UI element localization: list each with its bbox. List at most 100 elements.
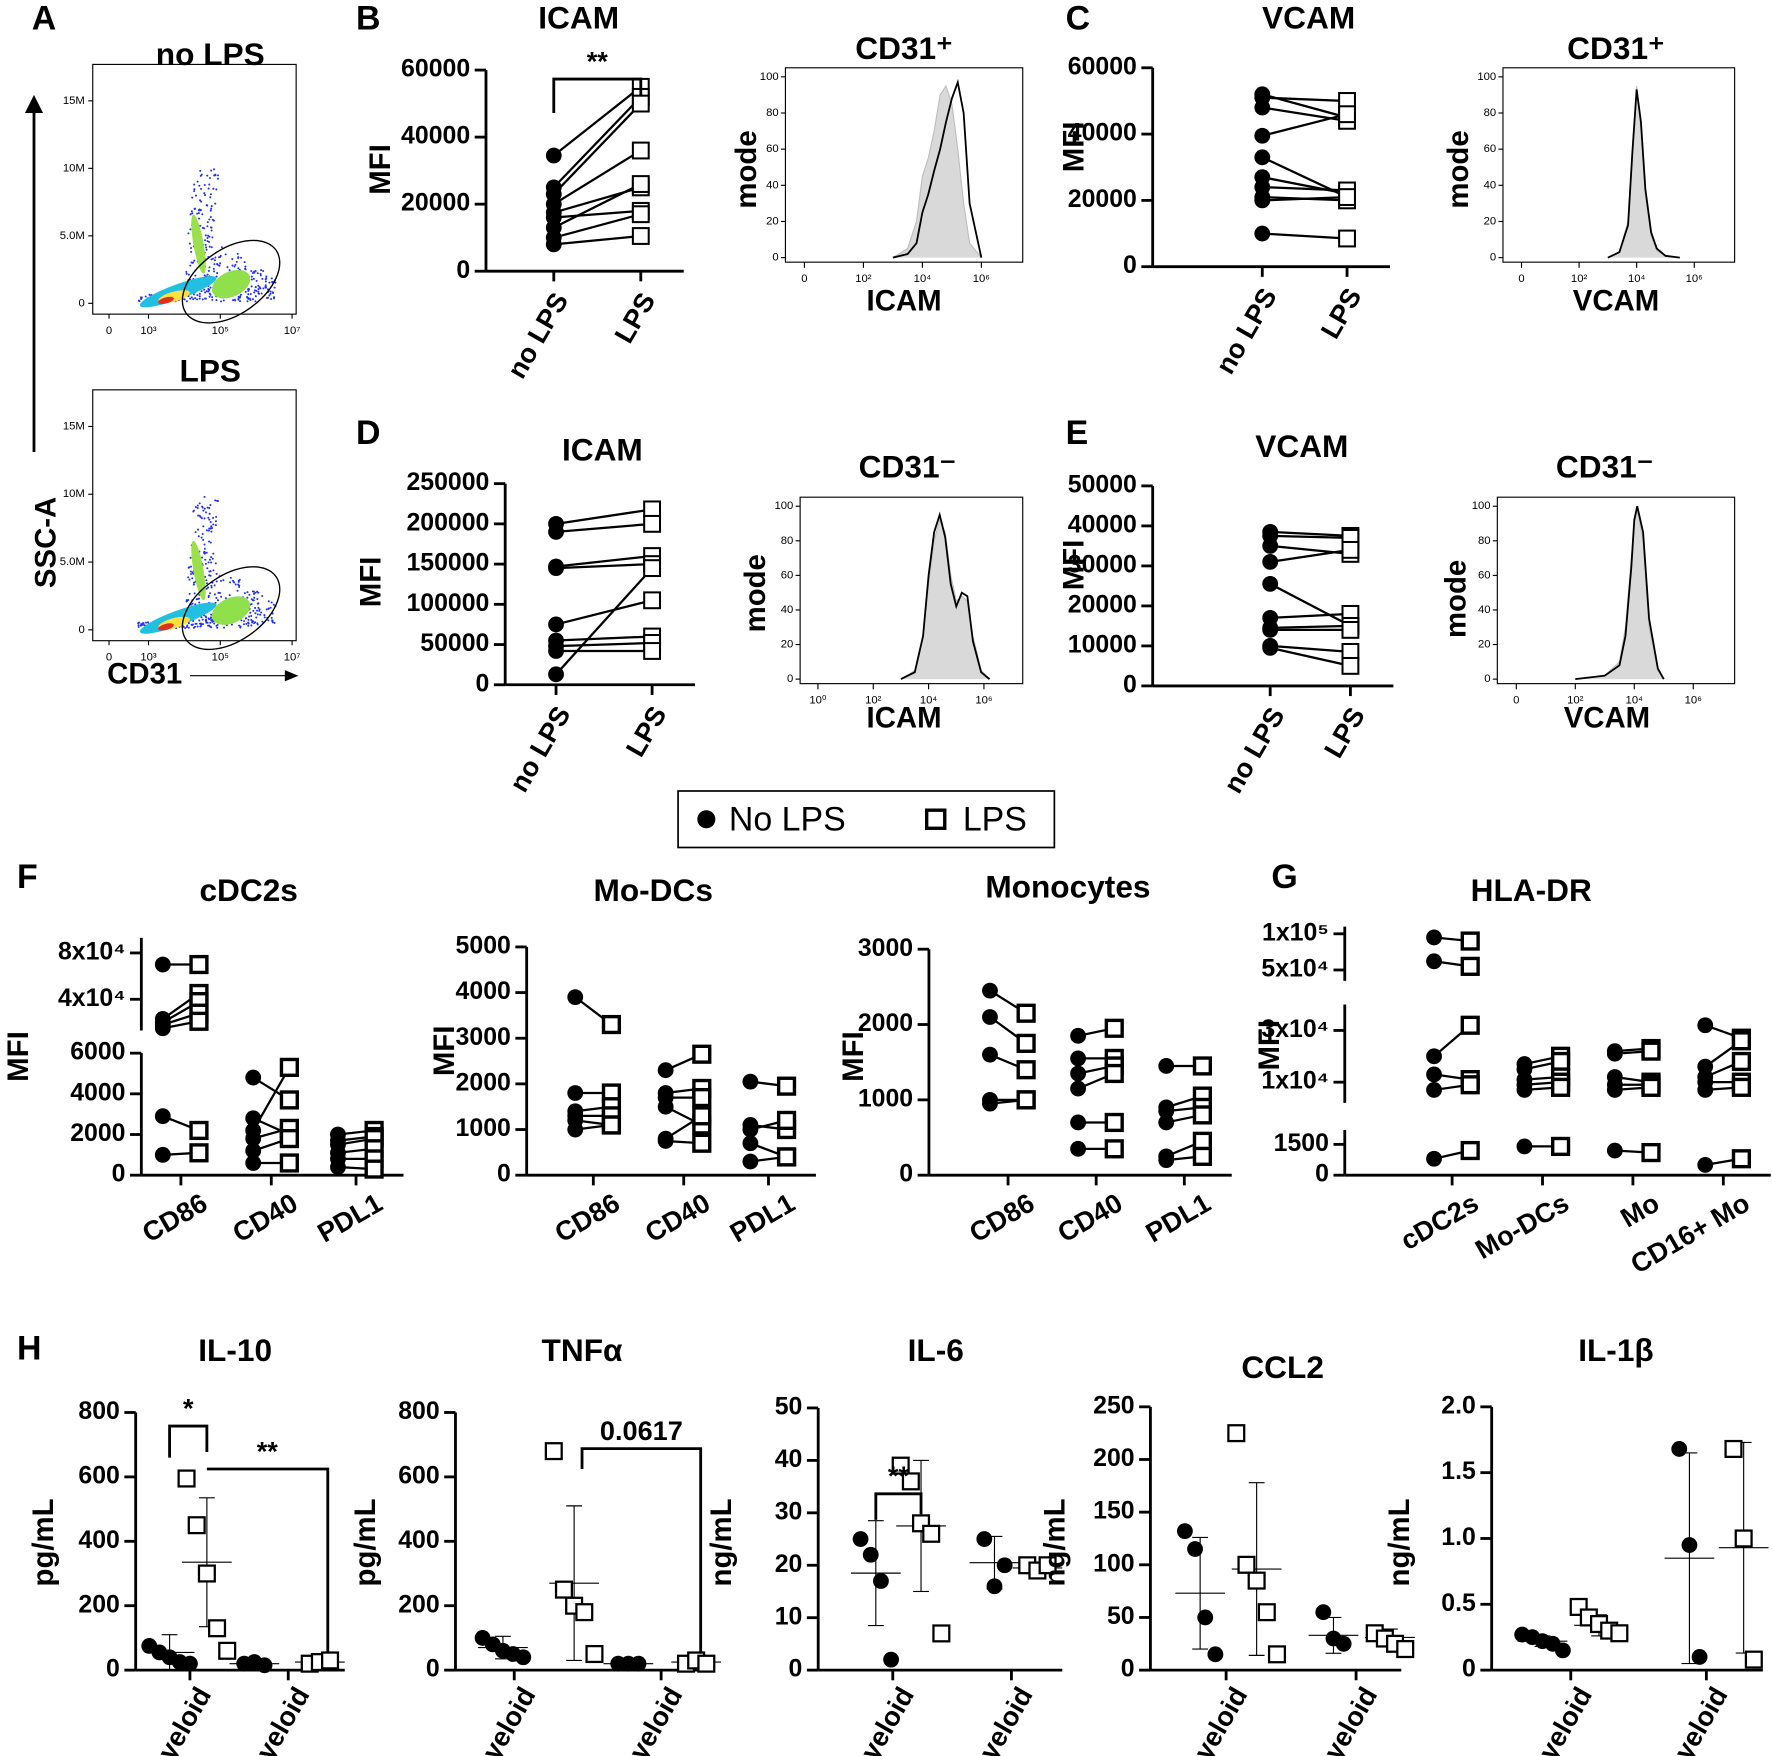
point-lps [544, 1442, 563, 1461]
density-dot [216, 174, 220, 177]
y-tick-label: 60000 [401, 56, 470, 83]
point-lps [189, 1120, 209, 1141]
y-tick-label: 40 [766, 179, 779, 191]
density-dot [192, 293, 195, 296]
point-lps [891, 1456, 910, 1475]
density-dot [250, 624, 253, 627]
density-dot [201, 556, 204, 559]
x-tick-label: LPS [619, 701, 672, 762]
point-no-lps [1426, 953, 1442, 970]
y-tick-label: 4x10⁴ [58, 985, 126, 1012]
x-tick-label: 10² [855, 273, 872, 285]
y-tick-label: 15M [63, 420, 85, 432]
density-dot [215, 275, 218, 278]
point-no-lps [982, 1009, 998, 1025]
density-dot [270, 277, 273, 280]
density-dot [271, 291, 274, 294]
y-axis-label: MFI [355, 557, 388, 608]
density-dot [250, 270, 253, 273]
density-dot [256, 590, 259, 593]
x-tick-label: 10⁶ [975, 695, 992, 707]
chart-title: TNFα [542, 1332, 623, 1368]
density-dot [208, 218, 211, 221]
density-dot [187, 626, 190, 629]
histogram-line [1575, 506, 1665, 681]
density-dot [238, 578, 241, 581]
density-dot [212, 523, 215, 526]
point-no-lps [1187, 1541, 1203, 1557]
panel-label: H [17, 1329, 41, 1367]
y-tick-label: 15M [63, 95, 85, 107]
y-axis-label: pg/mL [27, 1498, 60, 1586]
y-tick-label: 150 [1093, 1498, 1134, 1525]
point-lps [1247, 1571, 1266, 1590]
density-dot [232, 299, 235, 302]
density-dot [219, 262, 222, 265]
density-dot [263, 616, 266, 619]
density-dot [206, 221, 209, 224]
density-dot [245, 617, 248, 620]
density-dot [223, 626, 226, 629]
x-tick-label: no LPS [501, 287, 575, 383]
y-tick-label: 0 [1123, 671, 1137, 698]
x-tick-label: no myeloid [1285, 1682, 1383, 1756]
density-dot [190, 572, 193, 576]
density-dot [237, 297, 240, 300]
density-dot [269, 290, 272, 293]
y-tick-label: 60 [1478, 569, 1491, 581]
x-tick-label: 10² [1571, 273, 1588, 285]
point-lps [279, 1057, 299, 1077]
density-dot [252, 590, 255, 593]
density-dot [211, 257, 215, 260]
density-dot [271, 621, 274, 624]
y-tick-label: 20000 [1068, 186, 1137, 213]
x-tick-label: myeloid [1520, 1682, 1598, 1756]
x-tick-label: 10⁶ [973, 273, 990, 285]
y-tick-label: 1000 [456, 1115, 511, 1142]
y-tick-label: 20000 [1068, 591, 1137, 618]
point-no-lps [1315, 1604, 1332, 1621]
density-dot [208, 295, 211, 298]
point-no-lps [996, 1557, 1013, 1574]
y-tick-label: 50000 [1068, 471, 1137, 498]
density-dot [192, 619, 195, 623]
density-dot [204, 239, 207, 242]
point-lps [1341, 620, 1360, 639]
y-tick-label: 50 [1107, 1603, 1135, 1630]
point-no-lps [154, 1108, 171, 1125]
y-tick-label: 0 [1315, 1161, 1329, 1188]
density-dot [209, 621, 212, 624]
x-tick-label: no myeloid [590, 1682, 688, 1756]
point-no-lps [1681, 1537, 1698, 1553]
point-lps [776, 1110, 797, 1131]
significance-bracket [168, 1424, 209, 1458]
point-lps [692, 1044, 712, 1064]
density-dot [229, 576, 232, 579]
histogram-line [892, 78, 983, 259]
point-lps [1731, 1031, 1752, 1051]
density-dot [253, 270, 256, 273]
density-dot [250, 278, 253, 281]
density-dot [201, 532, 204, 536]
density-dot [217, 591, 220, 594]
x-tick-label: no myeloid [217, 1682, 315, 1756]
y-axis-label: ng/mL [1383, 1498, 1416, 1586]
y-tick-label: 3x10⁴ [1261, 1016, 1329, 1043]
density-dot [245, 622, 248, 625]
y-axis-label: ng/mL [1038, 1498, 1071, 1586]
density-dot [219, 254, 222, 257]
density-dot [264, 280, 267, 283]
density-dot [201, 506, 204, 509]
density-dot [209, 209, 212, 212]
density-dot [192, 583, 195, 586]
density-dot [198, 295, 201, 298]
panel-label: E [1066, 414, 1089, 452]
y-axis-label: mode [1440, 560, 1473, 638]
density-dot [209, 541, 212, 544]
density-dot [233, 265, 236, 268]
density-dot [209, 592, 212, 595]
density-dot [210, 205, 213, 208]
density-dot [203, 495, 206, 498]
density-dot [139, 624, 142, 627]
density-dot [262, 287, 265, 290]
